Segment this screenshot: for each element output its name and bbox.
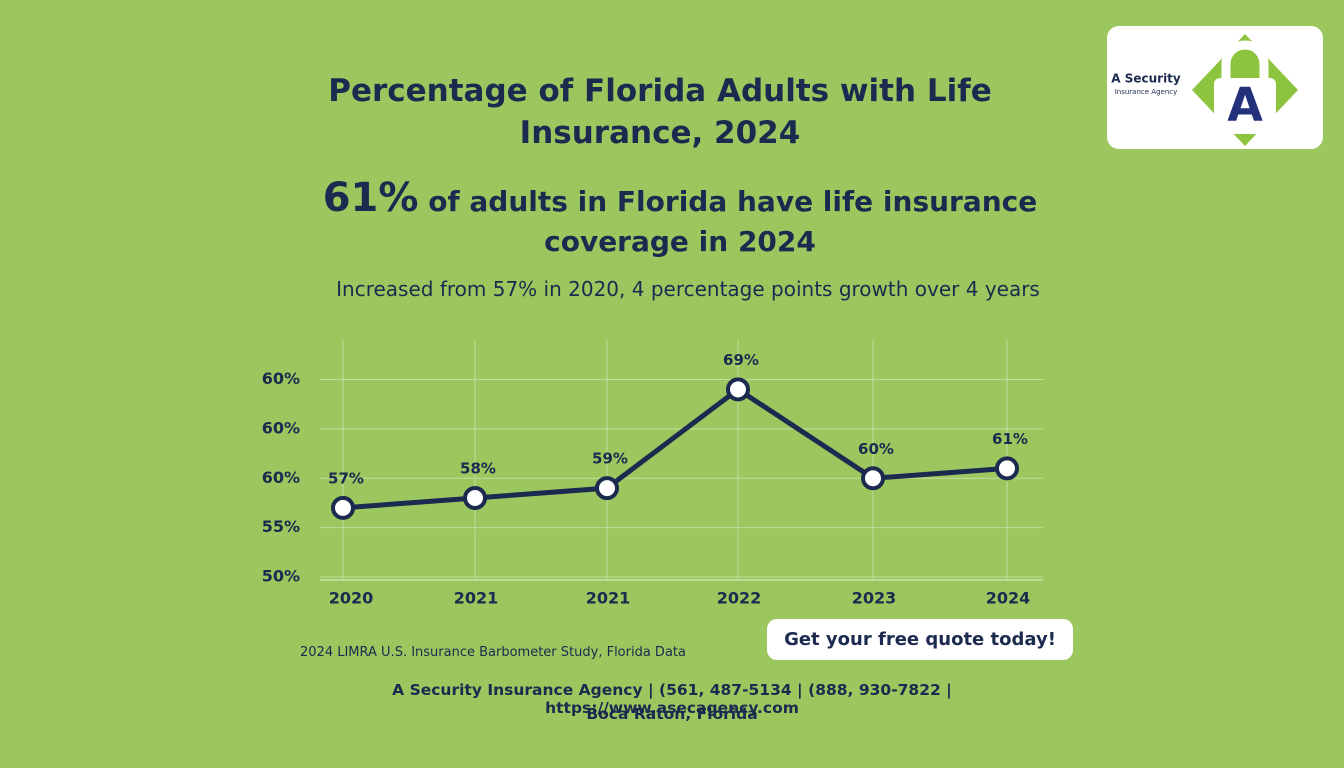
source: 2024 LIMRA U.S. Insurance Barbometer Stu… [300, 645, 686, 660]
value-label: 60% [858, 440, 894, 458]
y-tick-label: 55% [262, 517, 300, 536]
x-tick-label: 2021 [586, 589, 631, 608]
point [861, 466, 885, 491]
value-label: 59% [592, 450, 628, 468]
footer-contact: A Security Insurance Agency | (561, 487-… [392, 681, 952, 717]
footer-location: Boca Raton, Florida [586, 705, 758, 723]
point [331, 495, 355, 520]
line [342, 386, 1008, 511]
value-label: 61% [992, 430, 1028, 448]
y-tick-label: 60% [262, 369, 300, 388]
value-label: 57% [328, 469, 364, 487]
y-tick-label: 60% [262, 418, 300, 437]
logo-name: A Security [1111, 72, 1181, 86]
point [595, 476, 619, 501]
headline: 61% of adults in Florida have life insur… [280, 178, 1080, 262]
chart-title: Percentage of Florida Adults with Life I… [328, 73, 992, 151]
cta-button[interactable]: Get your free quote today! [767, 619, 1073, 660]
x-tick-label: 2023 [852, 589, 897, 608]
point [726, 377, 750, 402]
x-tick-label: 2024 [986, 589, 1031, 608]
subtitle: Increased from 57% in 2020, 4 percentage… [336, 277, 1040, 301]
headline-text: of adults in Florida have life insurance… [428, 185, 1038, 258]
point [463, 486, 487, 510]
logo-lock [1214, 78, 1276, 134]
logo-tagline: Insurance Agency [1115, 88, 1178, 96]
headline-figure: 61% [322, 175, 419, 221]
point [995, 456, 1019, 481]
logo-shackle [1221, 40, 1269, 80]
y-tick-label: 60% [262, 468, 300, 487]
x-tick-label: 2020 [329, 589, 374, 608]
y-tick-label: 50% [262, 567, 300, 586]
value-label: 58% [460, 460, 496, 478]
x-tick-label: 2021 [454, 589, 499, 608]
logo-letter: A [1227, 78, 1263, 132]
value-label: 69% [723, 351, 759, 369]
x-tick-label: 2022 [717, 589, 762, 608]
